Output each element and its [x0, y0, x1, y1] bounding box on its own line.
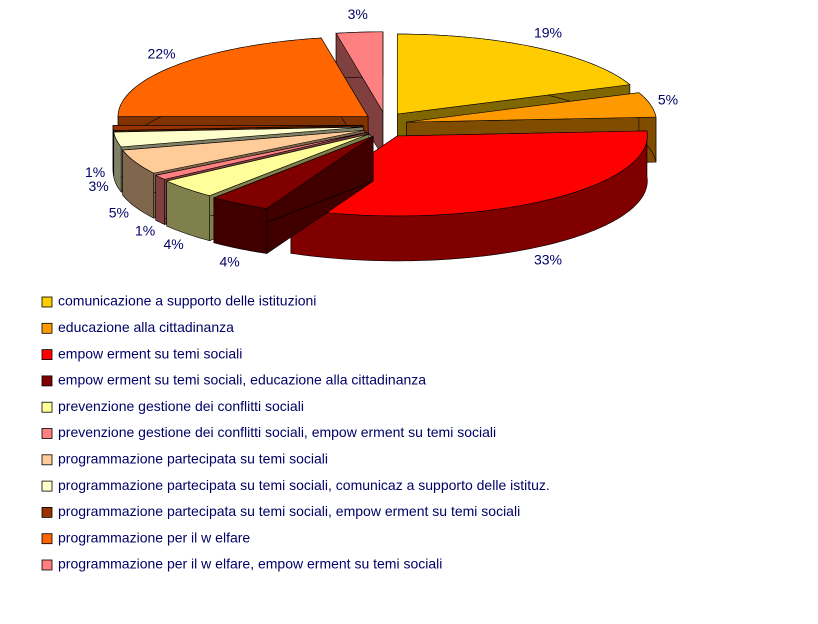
data-label: 4% [219, 254, 239, 270]
legend-swatch [41, 559, 53, 571]
legend-label: programmazione partecipata su temi socia… [58, 477, 550, 493]
legend-label: empow erment su temi sociali, educazione… [58, 372, 426, 388]
pie-slice [154, 132, 367, 180]
data-label: 22% [148, 46, 176, 62]
pie-slice [397, 33, 631, 115]
legend-swatch [41, 296, 53, 308]
data-label: 19% [534, 25, 562, 41]
legend-label: prevenzione gestione dei conflitti socia… [58, 424, 496, 440]
pie-slice [406, 92, 657, 123]
data-label: 3% [88, 178, 108, 194]
data-label: 4% [163, 236, 183, 252]
legend-label: programmazione per il w elfare, empow er… [58, 556, 442, 572]
pie-slice [212, 135, 374, 209]
data-label: 1% [135, 223, 155, 239]
legend-label: educazione alla cittadinanza [58, 319, 234, 335]
legend-label: prevenzione gestione dei conflitti socia… [58, 398, 304, 414]
pie-slice [122, 129, 365, 174]
legend-swatch [41, 533, 53, 545]
data-label: 5% [658, 92, 678, 108]
pie-slice [335, 31, 384, 113]
legend-label: programmazione partecipata su temi socia… [58, 451, 328, 467]
data-label: 5% [109, 204, 129, 220]
legend-label: comunicazione a supporto delle istituzio… [58, 293, 316, 309]
pie-slice [117, 37, 369, 117]
legend-swatch [41, 480, 53, 492]
pie-slice [290, 130, 648, 217]
legend-label: empow erment su temi sociali [58, 345, 242, 361]
slice-side [155, 174, 165, 225]
legend-swatch [41, 375, 53, 387]
legend-swatch [41, 322, 53, 334]
data-label: 1% [85, 164, 105, 180]
legend-swatch [41, 428, 53, 439]
legend-label: programmazione per il w elfare [58, 529, 250, 545]
pie-slice [112, 125, 364, 131]
legend-swatch [41, 506, 53, 518]
legend-swatch [41, 349, 53, 361]
pie-slice [165, 133, 370, 196]
legend-swatch [41, 454, 53, 466]
legend-swatch [41, 401, 53, 413]
data-label: 33% [534, 252, 562, 268]
legend-label: programmazione partecipata su temi socia… [58, 503, 520, 519]
data-label: 3% [348, 6, 368, 22]
pie-slice [113, 126, 364, 148]
